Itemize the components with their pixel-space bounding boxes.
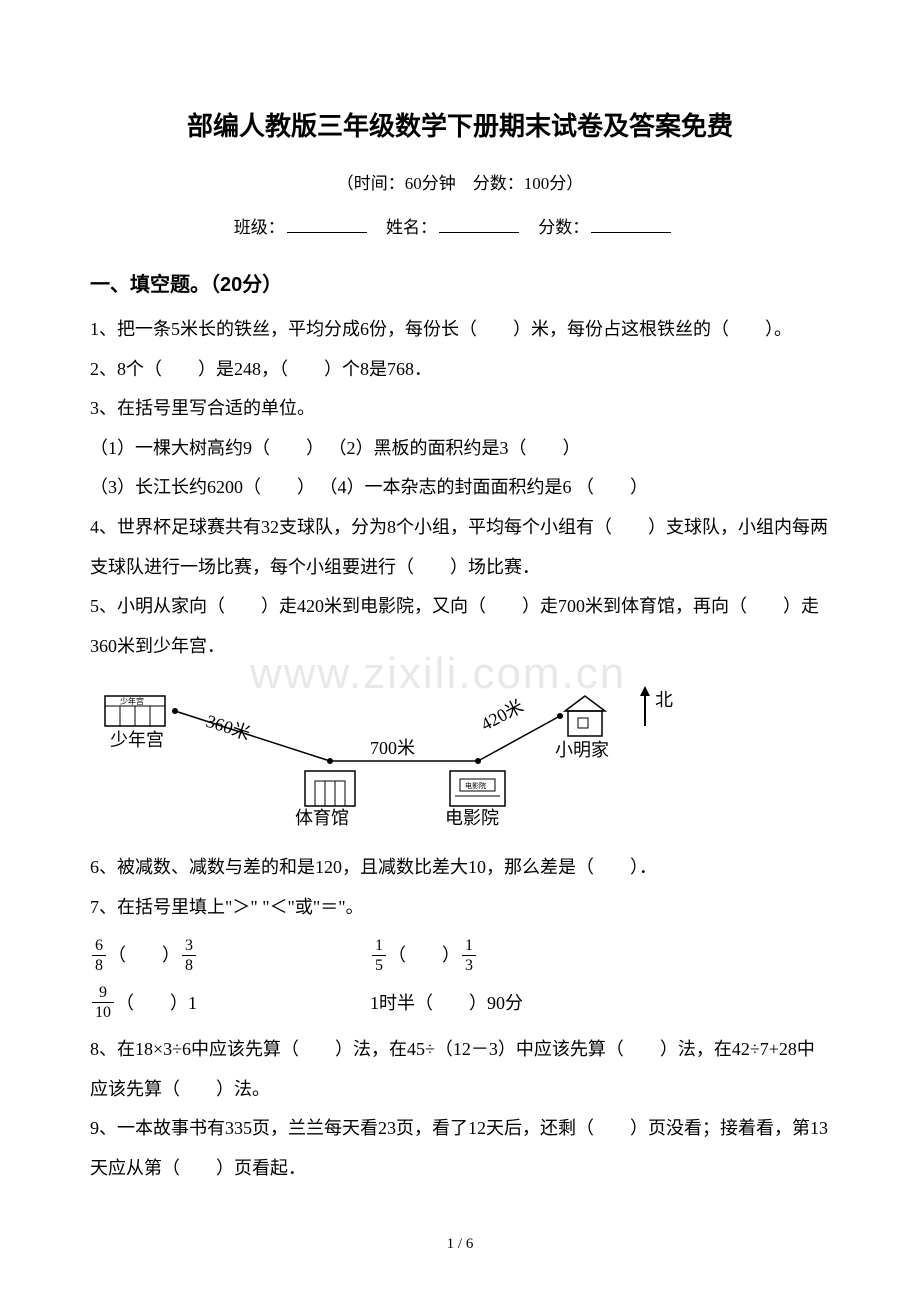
q3-1: （1）一棵大树高约9（ ） （2）黑板的面积约是3（ ） bbox=[90, 429, 830, 469]
val-90fen: 90分 bbox=[487, 985, 523, 1021]
blank1: （ ） bbox=[108, 937, 180, 973]
dianyingyuan-label: 电影院 bbox=[445, 808, 499, 826]
svg-text:少年宫: 少年宫 bbox=[120, 696, 144, 706]
frac-1-5: 1 5 bbox=[372, 936, 386, 975]
frac-1-3: 1 3 bbox=[462, 936, 476, 975]
blank2: （ ） bbox=[388, 937, 460, 973]
d700-label: 700米 bbox=[370, 738, 415, 758]
q2: 2、8个（ ）是248，（ ）个8是768． bbox=[90, 350, 830, 390]
q3-2: （3）长江长约6200（ ） （4）一本杂志的封面面积约是6 （ ） bbox=[90, 468, 830, 508]
q3-intro: 3、在括号里写合适的单位。 bbox=[90, 389, 830, 429]
frac-6-8: 6 8 bbox=[92, 936, 106, 975]
class-label: 班级： bbox=[234, 218, 285, 237]
q7-intro: 7、在括号里填上"＞" "＜"或"＝"。 bbox=[90, 888, 830, 928]
q1: 1、把一条5米长的铁丝，平均分成6份，每份长（ ）米，每份占这根铁丝的（ ）。 bbox=[90, 310, 830, 350]
blank4: （ ） bbox=[415, 985, 487, 1021]
dianyingyuan-icon: 电影院 bbox=[450, 771, 505, 806]
frac-3-8: 3 8 bbox=[182, 936, 196, 975]
blank3: （ ） bbox=[116, 985, 188, 1021]
q9: 9、一本故事书有335页，兰兰每天看23页，看了12天后，还剩（ ）页没看；接着… bbox=[90, 1109, 830, 1188]
page-subtitle: （时间：60分钟 分数：100分） bbox=[90, 167, 830, 201]
section1-header: 一、填空题。（20分） bbox=[90, 265, 830, 305]
q7-row2: 9 10 （ ） 1 1时半 （ ） 90分 bbox=[90, 983, 830, 1022]
q4: 4、世界杯足球赛共有32支球队，分为8个小组，平均每个小组有（ ）支球队，小组内… bbox=[90, 508, 830, 587]
frac-9-10: 9 10 bbox=[92, 983, 114, 1022]
xiaomingjia-icon bbox=[565, 696, 605, 736]
tiyuguan-icon bbox=[305, 771, 355, 806]
q5: 5、小明从家向（ ）走420米到电影院，又向（ ）走700米到体育馆，再向（ ）… bbox=[90, 587, 830, 666]
svg-text:电影院: 电影院 bbox=[465, 781, 486, 790]
class-blank bbox=[287, 232, 367, 233]
shaoniangong-icon: 少年宫 bbox=[105, 696, 165, 726]
xiaomingjia-label: 小明家 bbox=[555, 740, 609, 760]
tiyuguan-label: 体育馆 bbox=[295, 808, 349, 826]
q8: 8、在18×3÷6中应该先算（ ）法，在45÷（12－3）中应该先算（ ）法，在… bbox=[90, 1030, 830, 1109]
page-title: 部编人教版三年级数学下册期末试卷及答案免费 bbox=[90, 100, 830, 152]
d420-label: 420米 bbox=[477, 696, 526, 735]
map-diagram: 少年宫 少年宫 体育馆 电影院 电影院 小明家 bbox=[90, 676, 830, 838]
q6: 6、被减数、减数与差的和是120，且减数比差大10，那么差是（ ）． bbox=[90, 848, 830, 888]
page-footer: 1 / 6 bbox=[90, 1229, 830, 1259]
name-blank bbox=[439, 232, 519, 233]
info-line: 班级： 姓名： 分数： bbox=[90, 211, 830, 245]
north-label: 北 bbox=[655, 690, 673, 710]
shaoniangong-label: 少年宫 bbox=[110, 730, 164, 750]
val-1: 1 bbox=[188, 985, 197, 1021]
score-blank bbox=[591, 232, 671, 233]
name-label: 姓名： bbox=[386, 218, 437, 237]
score-label: 分数： bbox=[538, 218, 589, 237]
q7-row1: 6 8 （ ） 3 8 1 5 （ ） 1 3 bbox=[90, 936, 830, 975]
map-svg: 少年宫 少年宫 体育馆 电影院 电影院 小明家 bbox=[90, 676, 690, 826]
d360-label: 360米 bbox=[204, 711, 253, 744]
val-1shiban: 1时半 bbox=[370, 985, 415, 1021]
